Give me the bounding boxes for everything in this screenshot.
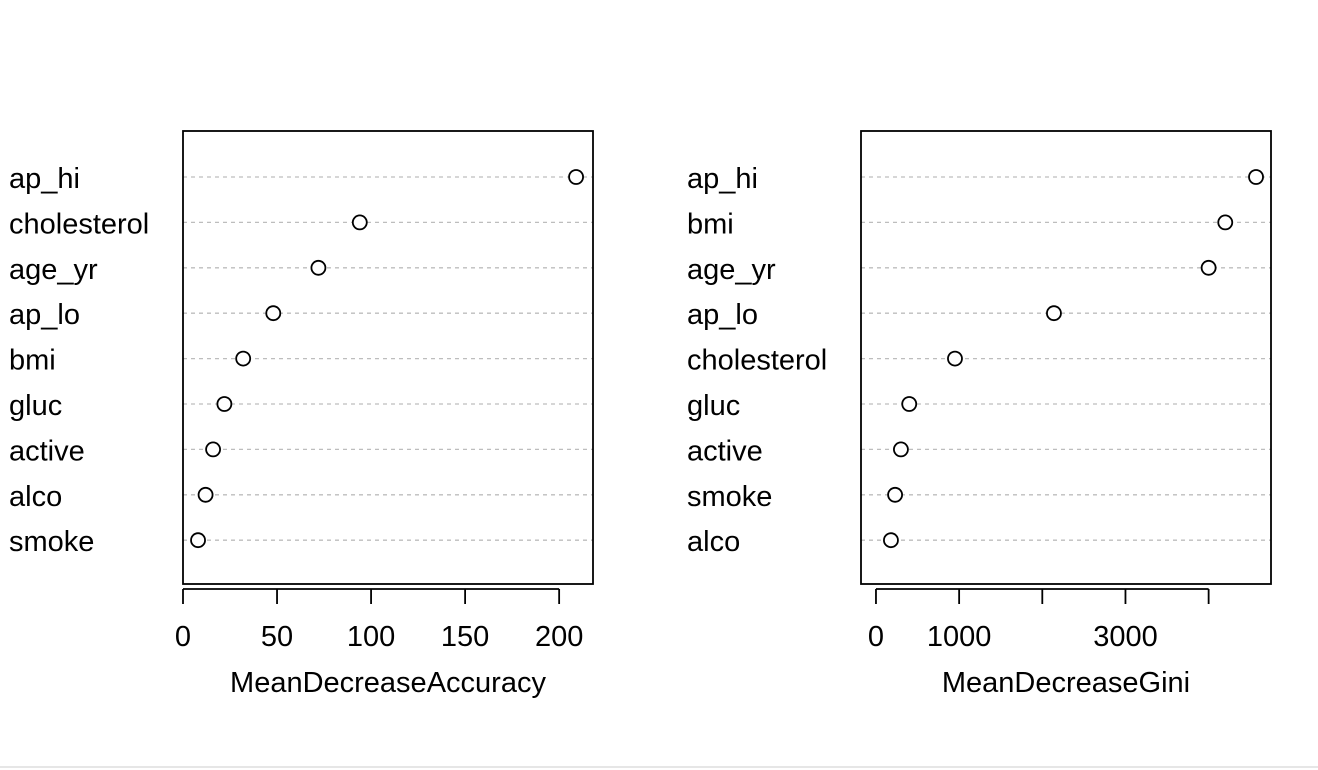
x-tick-label: 1000	[927, 621, 992, 653]
category-label: ap_hi	[687, 163, 758, 195]
data-point	[197, 486, 214, 503]
data-point	[190, 532, 206, 549]
x-tick-label: 0	[868, 621, 884, 653]
category-label: alco	[9, 481, 62, 513]
data-point	[205, 441, 221, 458]
x-axis-title: MeanDecreaseGini	[942, 667, 1190, 699]
category-label: bmi	[9, 345, 56, 377]
category-label: ap_lo	[9, 299, 80, 331]
x-tick-label: 50	[261, 621, 293, 653]
data-point	[216, 396, 233, 412]
plot-frame	[860, 130, 1272, 585]
category-label: ap_hi	[9, 163, 80, 195]
bottom-divider	[0, 766, 1318, 768]
category-label: smoke	[687, 481, 772, 513]
category-label: gluc	[687, 390, 740, 422]
data-point	[947, 350, 963, 367]
x-tick-label: 200	[535, 621, 583, 653]
category-label: bmi	[687, 208, 734, 240]
data-point	[887, 486, 903, 503]
category-label: alco	[687, 526, 740, 558]
data-point	[265, 305, 282, 322]
x-axis-title: MeanDecreaseAccuracy	[230, 667, 546, 699]
category-label: active	[9, 435, 85, 467]
data-point	[310, 259, 327, 276]
data-point	[568, 169, 584, 185]
category-label: age_yr	[9, 254, 98, 286]
category-label: age_yr	[687, 254, 776, 286]
category-label: ap_lo	[687, 299, 758, 331]
data-point	[235, 350, 252, 367]
data-point	[351, 214, 368, 231]
x-tick-label: 150	[441, 621, 489, 653]
data-point	[1046, 305, 1062, 322]
data-point	[883, 532, 899, 549]
data-point	[901, 396, 918, 412]
category-label: cholesterol	[687, 345, 827, 377]
data-point	[1217, 214, 1234, 231]
data-point	[1248, 169, 1264, 185]
x-tick-label: 3000	[1093, 621, 1158, 653]
x-tick-label: 100	[347, 621, 395, 653]
category-label: active	[687, 435, 763, 467]
x-tick-label: 0	[175, 621, 191, 653]
category-label: cholesterol	[9, 208, 149, 240]
data-point	[1200, 259, 1217, 276]
category-label: smoke	[9, 526, 94, 558]
plot-frame	[182, 130, 594, 585]
data-point	[893, 441, 909, 458]
category-label: gluc	[9, 390, 62, 422]
